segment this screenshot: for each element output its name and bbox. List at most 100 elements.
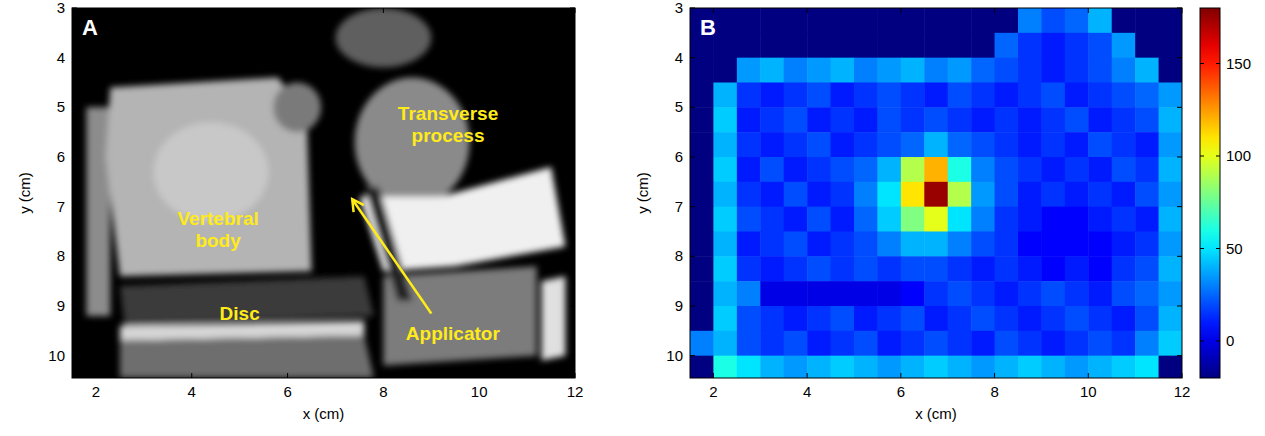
- y-tick: [690, 8, 695, 9]
- heat-cell: [948, 8, 972, 33]
- heat-cell: [713, 33, 737, 58]
- heat-cell: [901, 182, 925, 207]
- heat-cell: [948, 107, 972, 132]
- heat-cell: [760, 231, 784, 256]
- heat-cell: [1018, 356, 1042, 378]
- heat-cell: [784, 281, 808, 306]
- heatmap-cells: [690, 8, 1182, 378]
- heat-cell: [690, 82, 714, 107]
- heat-cell: [854, 231, 878, 256]
- heat-cell: [1159, 182, 1182, 207]
- heat-cell: [784, 207, 808, 232]
- y-tick: [570, 355, 575, 356]
- heat-cell: [690, 306, 714, 331]
- heat-cell: [924, 182, 948, 207]
- heat-cell: [760, 58, 784, 83]
- heat-cell: [877, 82, 901, 107]
- heat-cell: [854, 82, 878, 107]
- heat-cell: [924, 256, 948, 281]
- heat-cell: [760, 107, 784, 132]
- heat-cell: [901, 356, 925, 378]
- heat-cell: [924, 58, 948, 83]
- y-tick: [1177, 156, 1182, 157]
- heat-cell: [877, 107, 901, 132]
- heat-cell: [1018, 8, 1042, 33]
- heat-cell: [1065, 8, 1089, 33]
- heat-cell: [690, 356, 714, 378]
- x-tick: [900, 373, 901, 378]
- heat-cell: [971, 306, 995, 331]
- heat-cell: [901, 8, 925, 33]
- heat-cell: [1041, 82, 1065, 107]
- heat-cell: [760, 207, 784, 232]
- heat-cell: [971, 33, 995, 58]
- heat-cell: [831, 182, 855, 207]
- heat-cell: [784, 256, 808, 281]
- heat-cell: [760, 82, 784, 107]
- heat-cell: [1018, 132, 1042, 157]
- colorbar-tick: [1200, 341, 1204, 342]
- y-tick: [570, 206, 575, 207]
- y-tick: [570, 8, 575, 9]
- heat-cell: [1041, 33, 1065, 58]
- heat-cell: [995, 157, 1019, 182]
- heat-cell: [1018, 306, 1042, 331]
- colorbar-ramp: [1200, 8, 1220, 378]
- heat-cell: [713, 306, 737, 331]
- y-tick-label: 4: [675, 49, 683, 66]
- x-tick: [1182, 373, 1183, 378]
- heat-cell: [1041, 8, 1065, 33]
- heat-cell: [737, 256, 761, 281]
- heat-cell: [737, 306, 761, 331]
- y-tick: [690, 355, 695, 356]
- heat-cell: [854, 356, 878, 378]
- axes: 24681012345678910x (cm)y (cm): [634, 0, 1190, 422]
- heat-cell: [901, 157, 925, 182]
- x-tick-label: 8: [379, 383, 387, 400]
- y-tick-label: 4: [57, 49, 65, 66]
- heat-cell: [1041, 182, 1065, 207]
- heat-cell: [1041, 306, 1065, 331]
- y-tick: [72, 355, 77, 356]
- arrow-head: [352, 199, 364, 212]
- heat-cell: [1065, 331, 1089, 356]
- plot-frame: [72, 8, 575, 378]
- heat-cell: [737, 207, 761, 232]
- heat-cell: [1135, 33, 1159, 58]
- heat-cell: [877, 157, 901, 182]
- x-tick: [1088, 8, 1089, 13]
- heat-cell: [784, 132, 808, 157]
- heat-cell: [831, 33, 855, 58]
- heat-cell: [971, 207, 995, 232]
- y-axis-title: y (cm): [16, 172, 33, 214]
- heat-cell: [854, 331, 878, 356]
- heat-cell: [1018, 256, 1042, 281]
- heat-cell: [1112, 256, 1136, 281]
- x-tick: [95, 8, 96, 13]
- heat-cell: [971, 256, 995, 281]
- marrow: [153, 122, 268, 221]
- heat-cell: [760, 33, 784, 58]
- heat-cell: [1159, 356, 1182, 378]
- x-tick-label: 4: [188, 383, 196, 400]
- heat-cell: [690, 281, 714, 306]
- heat-cell: [995, 331, 1019, 356]
- x-tick: [575, 373, 576, 378]
- heat-cell: [831, 107, 855, 132]
- heat-cell: [807, 58, 831, 83]
- heat-cell: [1065, 356, 1089, 378]
- heat-cell: [971, 132, 995, 157]
- heat-cell: [948, 33, 972, 58]
- heat-cell: [1065, 132, 1089, 157]
- y-tick: [1177, 355, 1182, 356]
- heat-cell: [854, 281, 878, 306]
- heat-cell: [901, 58, 925, 83]
- heat-cell: [1112, 8, 1136, 33]
- x-tick: [713, 8, 714, 13]
- heat-cell: [690, 256, 714, 281]
- heat-cell: [807, 331, 831, 356]
- heat-cell: [1112, 207, 1136, 232]
- heat-cell: [901, 82, 925, 107]
- y-tick-label: 6: [57, 148, 65, 165]
- heat-cell: [1159, 207, 1182, 232]
